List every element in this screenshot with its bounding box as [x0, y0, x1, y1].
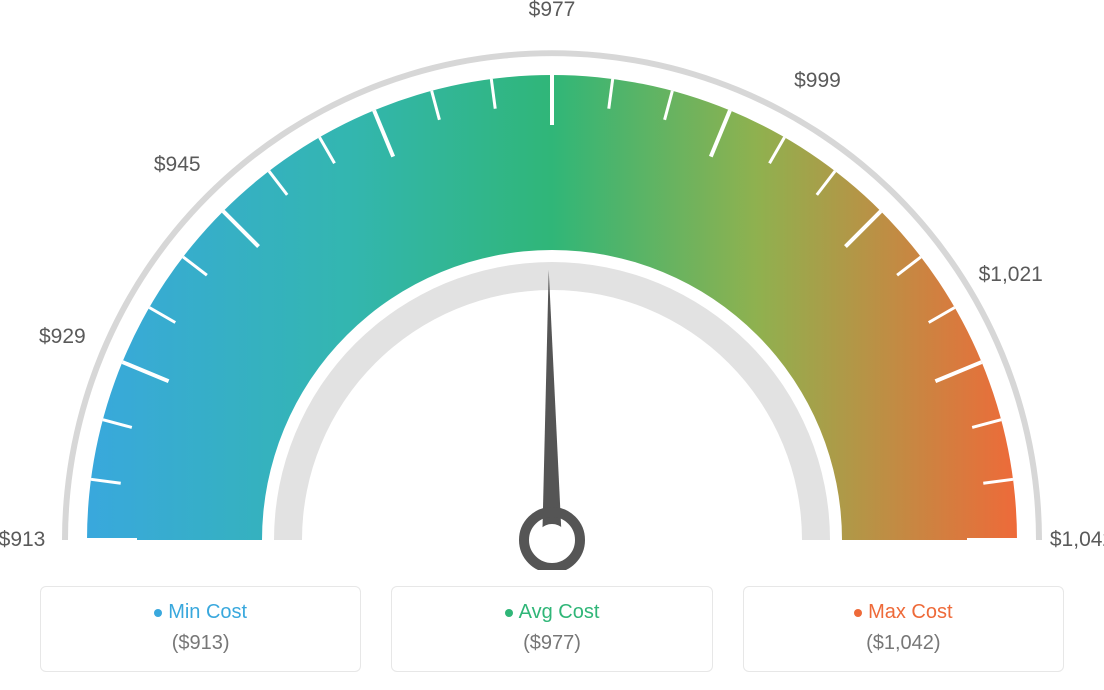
gauge-tick-label: $977	[529, 0, 576, 22]
gauge-tick-label: $913	[0, 528, 45, 552]
legend-title-min: Min Cost	[61, 601, 340, 624]
legend-card-avg: Avg Cost ($977)	[391, 586, 712, 672]
gauge-tick-label: $929	[39, 325, 86, 349]
gauge-tick-label: $945	[154, 153, 201, 177]
legend-row: Min Cost ($913) Avg Cost ($977) Max Cost…	[0, 586, 1104, 672]
legend-card-max: Max Cost ($1,042)	[743, 586, 1064, 672]
gauge-tick-label: $1,021	[979, 263, 1043, 287]
legend-label-max: Max Cost	[868, 601, 952, 623]
legend-title-avg: Avg Cost	[412, 601, 691, 624]
legend-value-avg: ($977)	[412, 632, 691, 655]
legend-dot-avg	[505, 609, 513, 617]
legend-dot-min	[154, 609, 162, 617]
legend-label-avg: Avg Cost	[519, 601, 600, 623]
gauge-tick-label: $1,042	[1050, 528, 1104, 552]
gauge-area: $913 $929 $945 $977 $999 $1,021 $1,042	[0, 0, 1104, 570]
legend-value-min: ($913)	[61, 632, 340, 655]
legend-dot-max	[854, 609, 862, 617]
legend-title-max: Max Cost	[764, 601, 1043, 624]
gauge-svg	[0, 0, 1104, 570]
legend-card-min: Min Cost ($913)	[40, 586, 361, 672]
gauge-tick-label: $999	[794, 69, 841, 93]
cost-gauge-widget: $913 $929 $945 $977 $999 $1,021 $1,042 Min Cos…	[0, 0, 1104, 690]
legend-value-max: ($1,042)	[764, 632, 1043, 655]
legend-label-min: Min Cost	[168, 601, 247, 623]
